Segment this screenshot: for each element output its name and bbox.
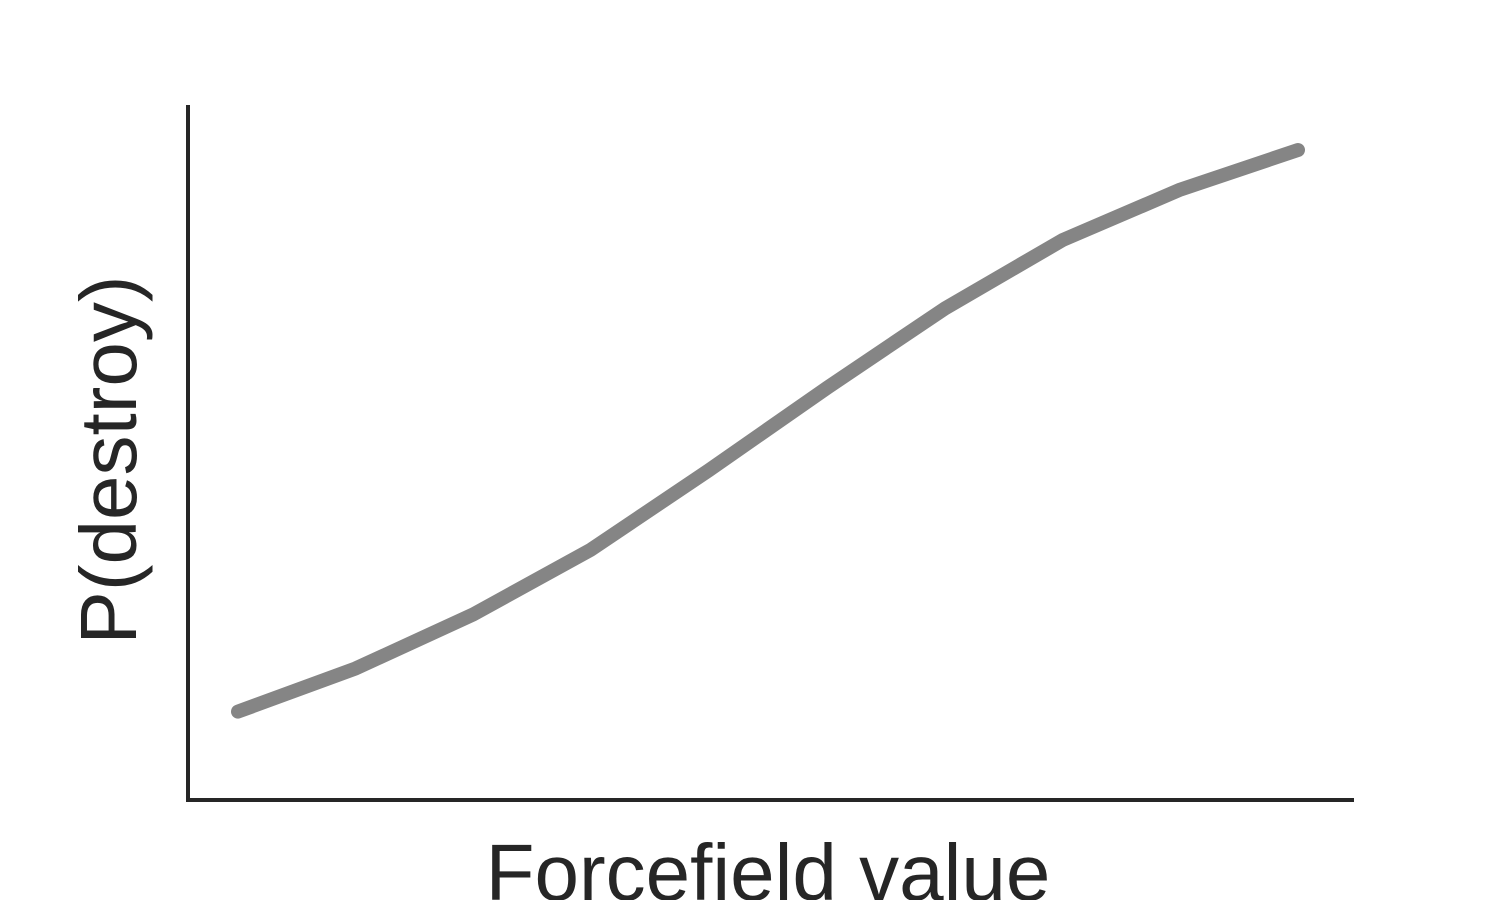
- y-axis-label: P(destroy): [64, 276, 153, 645]
- series-layer: [231, 143, 1305, 719]
- series-line-1: [231, 143, 1305, 719]
- x-axis-label: Forcefield value: [486, 828, 1051, 900]
